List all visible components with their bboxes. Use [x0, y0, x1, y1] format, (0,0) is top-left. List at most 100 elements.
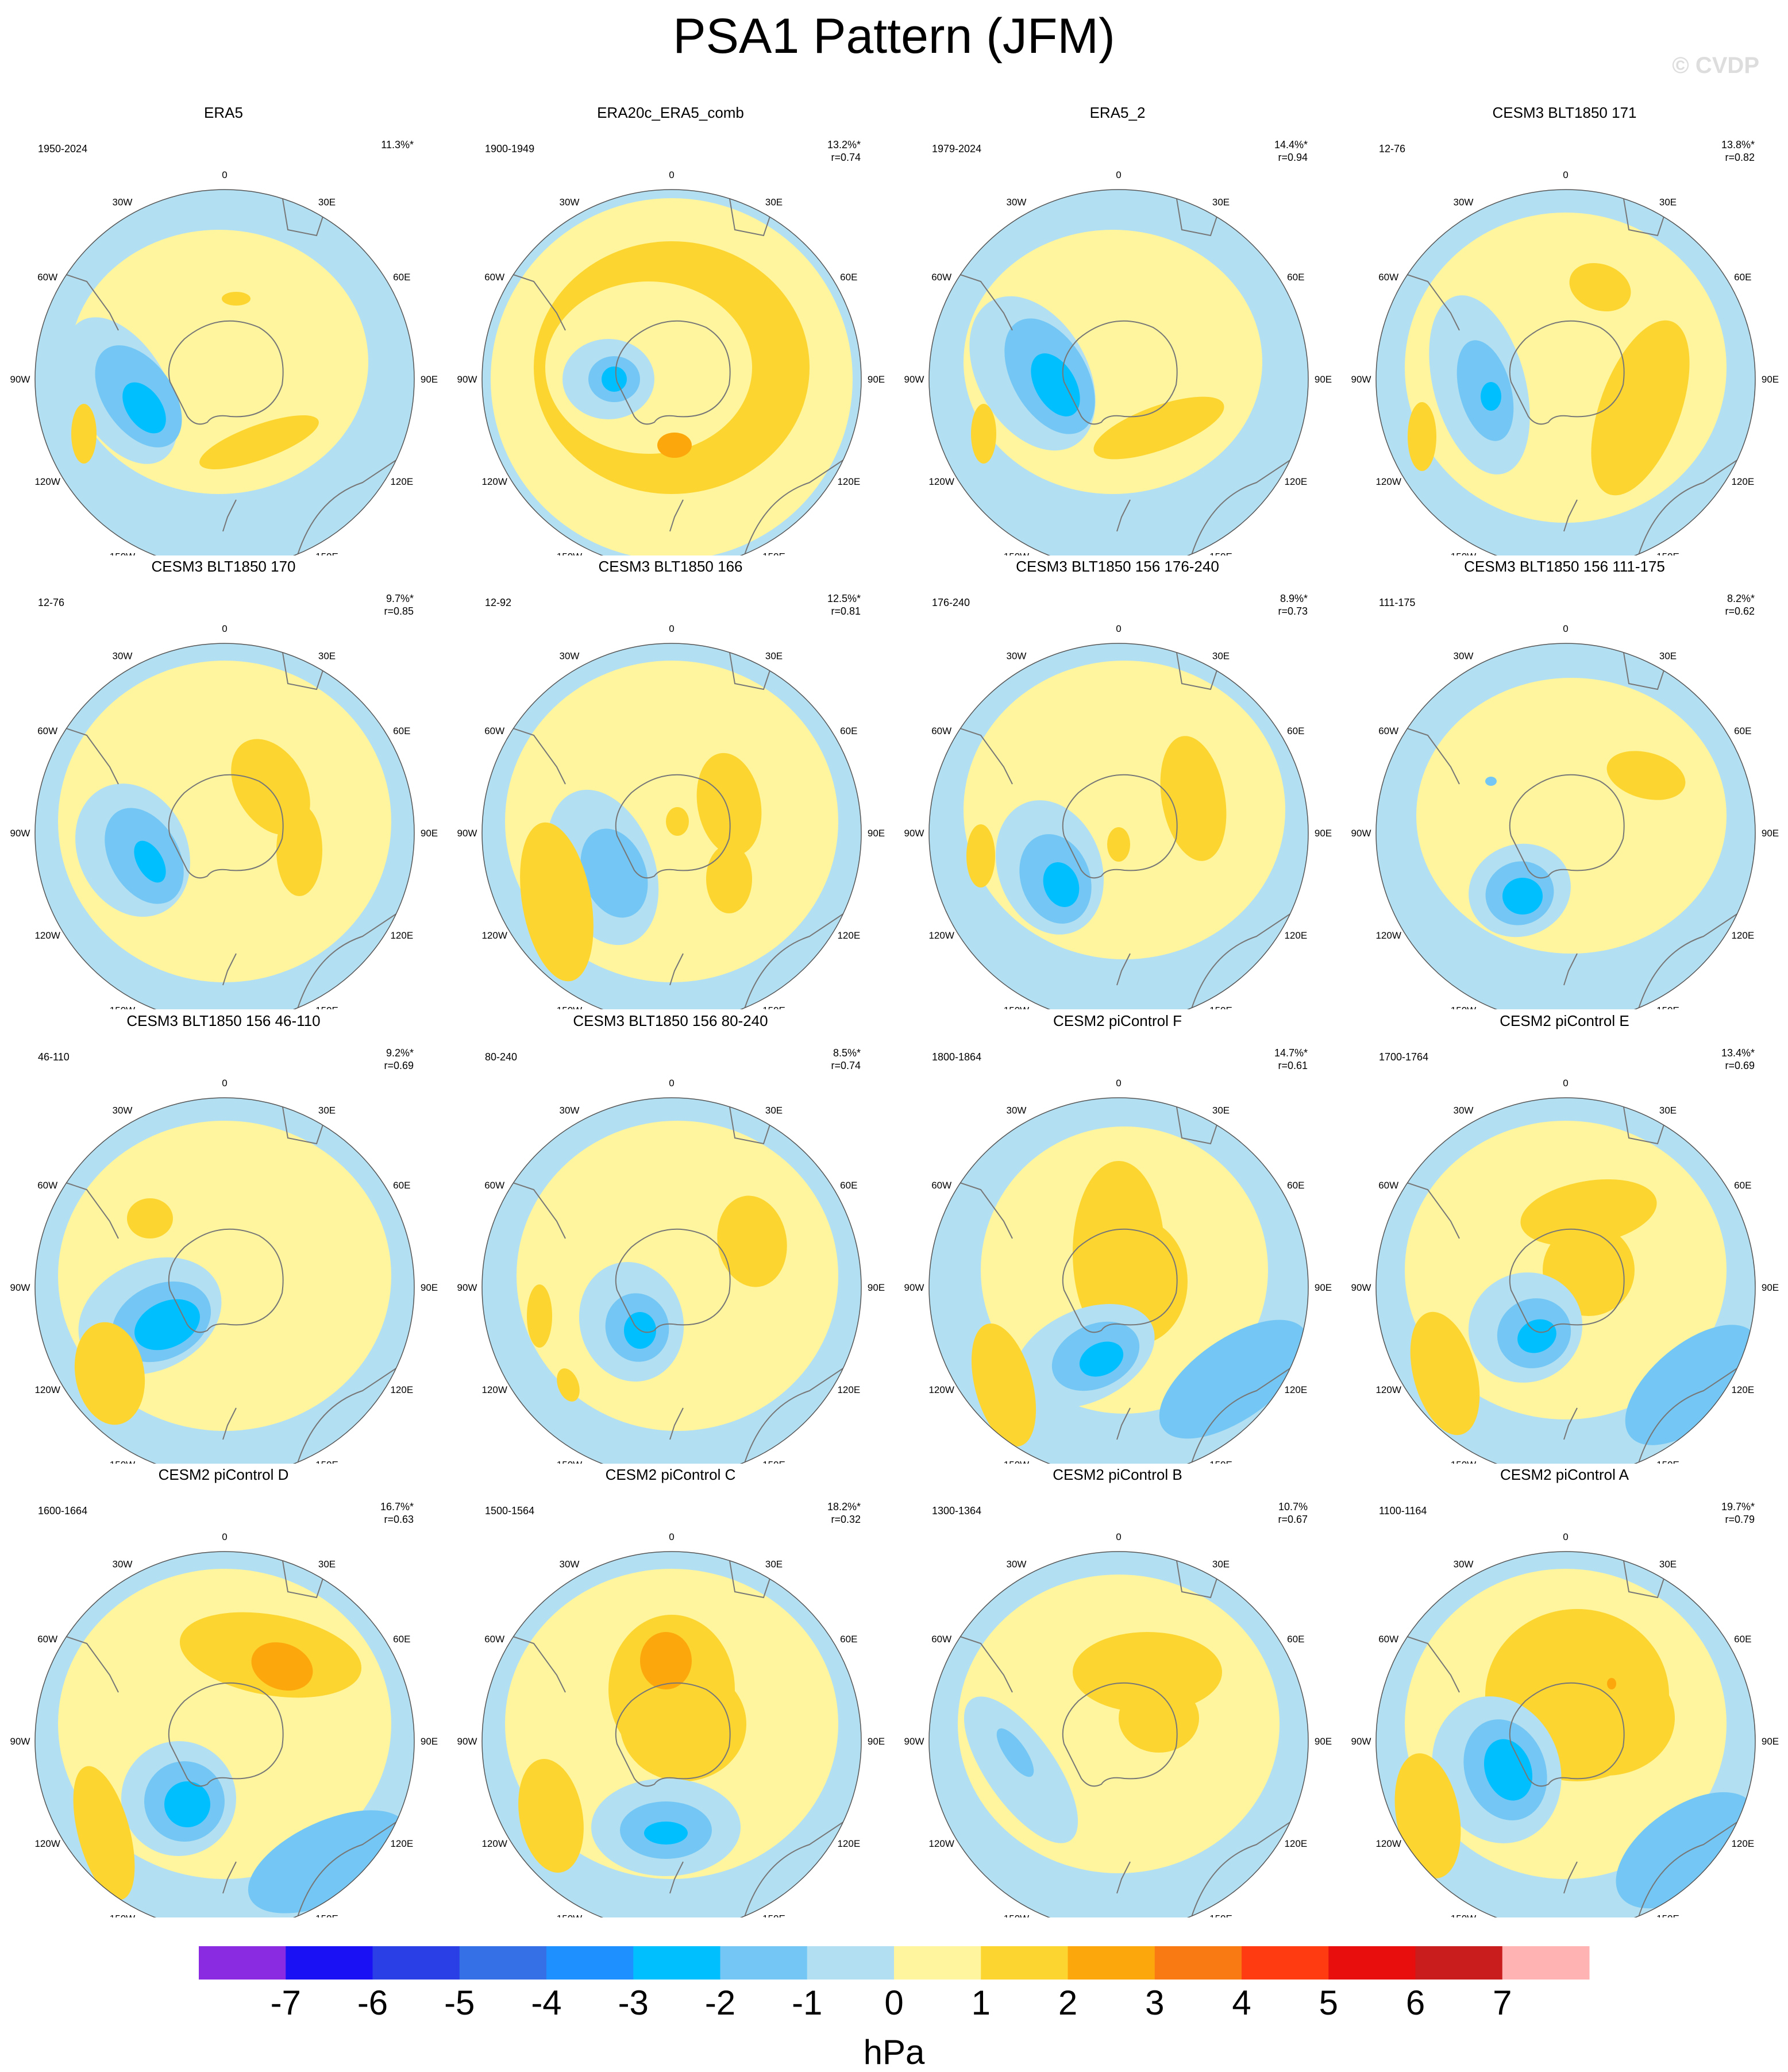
colorbar-swatch	[459, 1946, 547, 1980]
longitude-label: 30E	[765, 1105, 783, 1116]
longitude-label: 150E	[762, 1913, 785, 1917]
longitude-label: 150E	[315, 551, 338, 555]
anomaly-contour	[1520, 1179, 1657, 1247]
africa-coastline	[1623, 1103, 1670, 1145]
longitude-label: 60E	[1734, 272, 1751, 283]
longitude-label: 30W	[560, 1105, 580, 1116]
panel-title: CESM2 piControl C	[605, 1466, 736, 1483]
longitude-label: 60E	[1287, 1634, 1304, 1645]
longitude-label: 30E	[1659, 1559, 1677, 1570]
longitude-label: 30E	[318, 651, 336, 662]
colorbar-tick-label: 3	[1145, 1984, 1165, 2022]
longitude-label: 120W	[1375, 1384, 1401, 1395]
panel-title: CESM3 BLT1850 170	[151, 558, 296, 575]
longitude-label: 30E	[1212, 1105, 1230, 1116]
longitude-label: 120E	[1731, 1838, 1754, 1849]
anomaly-contour	[518, 1759, 584, 1873]
panel-stats: 13.4%* r=0.69	[1703, 1047, 1755, 1072]
new-zealand-coastline	[1563, 953, 1578, 986]
longitude-label: 150E	[1209, 1913, 1232, 1917]
longitude-label: 90E	[1762, 1282, 1779, 1293]
new-zealand-coastline	[669, 1407, 684, 1440]
longitude-label: 60E	[840, 1180, 857, 1191]
map-panel: 030E60E90E120E150E180150W120W90W60W30WCE…	[894, 1463, 1341, 1917]
longitude-label: 30E	[765, 651, 783, 662]
anomaly-contour	[1616, 1792, 1755, 1909]
map-border	[928, 189, 1309, 555]
anomaly-contour	[1569, 263, 1631, 312]
panel-stat-line: 16.7%*	[380, 1501, 414, 1512]
australia-coastline	[1634, 1344, 1755, 1464]
panel-stat-line: 8.5%*	[833, 1047, 861, 1059]
longitude-label: 90W	[457, 1736, 477, 1747]
colorbar-tick-label: 6	[1405, 1984, 1425, 2022]
colorbar-swatch	[372, 1946, 460, 1980]
australia-coastline	[740, 1798, 861, 1917]
longitude-label: 150E	[1209, 1459, 1232, 1464]
longitude-label: 90W	[457, 828, 477, 839]
panel-title: CESM3 BLT1850 171	[1492, 104, 1637, 121]
antarctica-coastline	[615, 1228, 731, 1333]
longitude-label: 30E	[1659, 197, 1677, 208]
longitude-label: 30W	[1454, 651, 1474, 662]
anomaly-contour	[706, 844, 752, 913]
polar-stereographic-map: 030E60E90E120E150E180150W120W90W60W30W	[904, 1078, 1332, 1464]
panel-stat-line: r=0.73	[1278, 605, 1308, 617]
panel-stat-line: 12.5%*	[827, 593, 861, 604]
australia-coastline	[1634, 1798, 1755, 1917]
longitude-label: 0	[1563, 623, 1568, 634]
polar-stereographic-map: 030E60E90E120E150E180150W120W90W60W30W	[1351, 623, 1779, 1009]
panel-stat-line: r=0.63	[384, 1514, 414, 1525]
anomaly-contour	[520, 822, 594, 982]
africa-coastline	[729, 1103, 776, 1145]
new-zealand-coastline	[1116, 1861, 1131, 1894]
longitude-label: 60W	[37, 726, 57, 736]
longitude-label: 120W	[481, 476, 507, 487]
africa-coastline	[1176, 649, 1223, 690]
longitude-label: 150E	[1656, 1459, 1679, 1464]
new-zealand-coastline	[1116, 1407, 1131, 1440]
anomaly-contour	[164, 1781, 210, 1827]
panel-stat-line: r=0.67	[1278, 1514, 1308, 1525]
map-border	[1375, 1097, 1756, 1464]
anomaly-contour	[1591, 320, 1690, 496]
panel-stat-line: r=0.74	[831, 1060, 861, 1071]
longitude-label: 90E	[421, 1736, 438, 1747]
panel-title: CESM2 piControl B	[1053, 1466, 1182, 1483]
longitude-label: 30E	[765, 1559, 783, 1570]
longitude-label: 90E	[868, 374, 885, 385]
africa-coastline	[1176, 1557, 1223, 1599]
anomaly-contour	[127, 1198, 173, 1238]
panel-years: 1979-2024	[932, 143, 982, 155]
panel-title: CESM3 BLT1850 166	[598, 558, 743, 575]
longitude-label: 90E	[1315, 828, 1332, 839]
longitude-label: 60E	[840, 272, 857, 283]
map-panel: 030E60E90E120E150E180150W120W90W60W30WCE…	[0, 1009, 447, 1464]
colorbar-tick-label: -2	[704, 1984, 736, 2022]
longitude-label: 30E	[318, 1105, 336, 1116]
longitude-label: 150W	[557, 1913, 582, 1917]
panel-stats: 8.2%* r=0.62	[1703, 592, 1755, 618]
antarctica-coastline	[1062, 320, 1178, 425]
anomaly-contour	[1031, 353, 1080, 416]
antarctica-coastline	[615, 774, 731, 879]
longitude-label: 120W	[1375, 930, 1401, 941]
antarctica-coastline	[1509, 320, 1625, 425]
map-panel: 030E60E90E120E150E180150W120W90W60W30WCE…	[894, 554, 1341, 1009]
antarctica-coastline	[1509, 1682, 1625, 1787]
longitude-label: 60E	[393, 272, 410, 283]
anomaly-contour	[134, 1299, 200, 1351]
new-zealand-coastline	[669, 499, 684, 532]
panel-title: ERA5	[204, 104, 243, 121]
colorbar-tick-label: 1	[971, 1984, 991, 2022]
colorbar-tick-label: 0	[884, 1984, 904, 2022]
anomaly-contour	[1537, 1661, 1675, 1776]
longitude-label: 120E	[390, 930, 413, 941]
anomaly-contour	[964, 661, 1285, 959]
africa-coastline	[1176, 195, 1223, 237]
australia-coastline	[740, 890, 861, 1009]
polar-stereographic-map: 030E60E90E120E150E180150W120W90W60W30W	[10, 169, 438, 555]
panel-title: CESM2 piControl E	[1500, 1012, 1629, 1029]
longitude-label: 30E	[318, 197, 336, 208]
panel-stat-line: 9.7%*	[386, 593, 414, 604]
